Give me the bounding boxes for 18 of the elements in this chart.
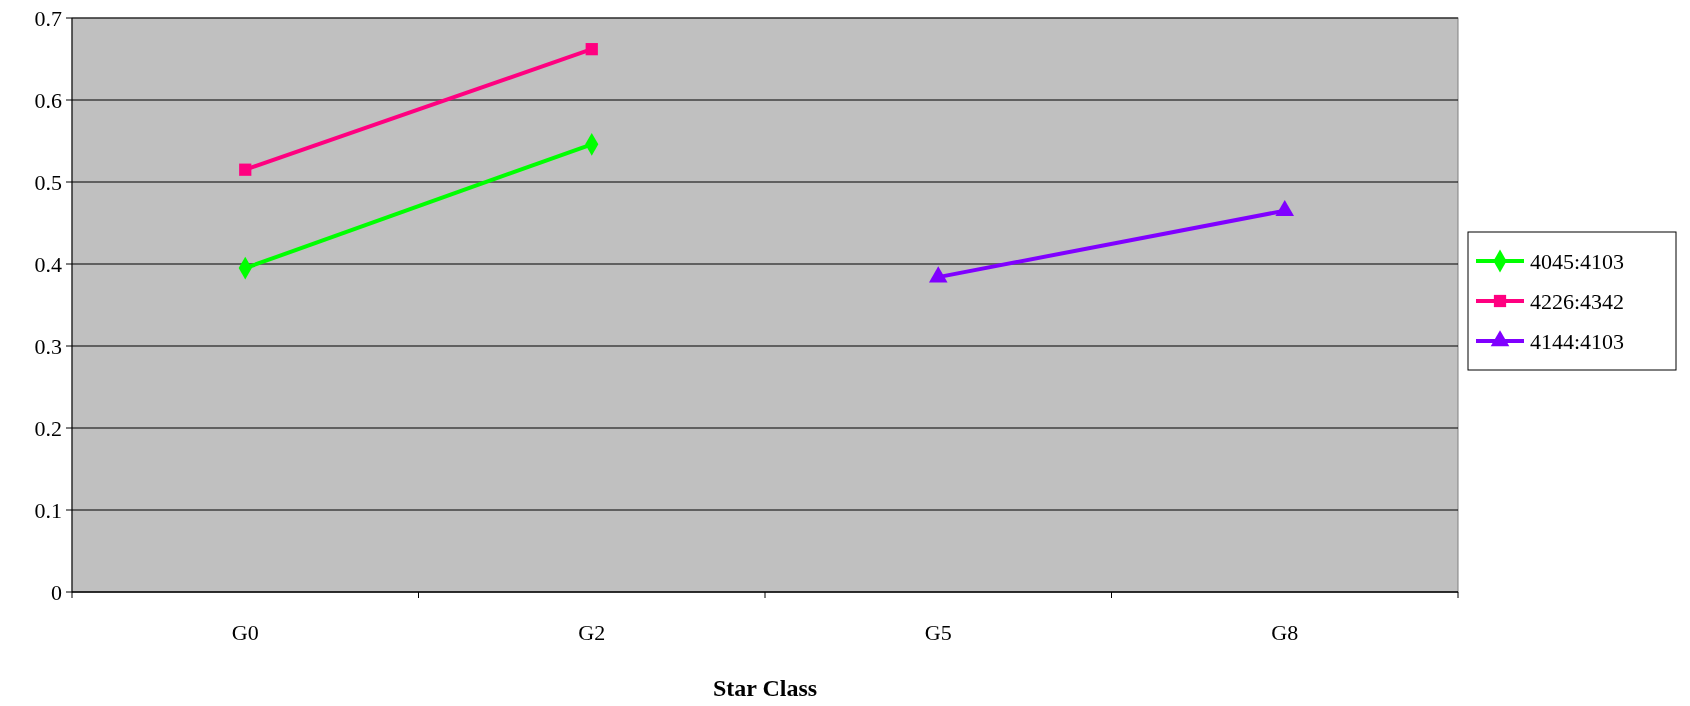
y-tick-label: 0.4: [34, 251, 62, 277]
y-tick-label: 0.7: [34, 5, 62, 31]
legend-label: 4045:4103: [1530, 248, 1625, 274]
point: [239, 163, 252, 176]
legend-label: 4226:4342: [1530, 288, 1625, 314]
legend-label: 4144:4103: [1530, 328, 1625, 354]
x-axis-title: Star Class: [712, 675, 818, 701]
x-tick-label: G2: [578, 620, 606, 645]
y-tick-label: 0.3: [34, 333, 62, 359]
point: [585, 43, 598, 56]
y-tick-label: 0: [51, 579, 62, 605]
x-tick-label: G0: [231, 620, 259, 645]
y-tick-label: 0.6: [34, 87, 62, 113]
x-tick-label: G5: [924, 620, 952, 645]
x-tick-label: G8: [1271, 620, 1299, 645]
y-tick-label: 0.1: [34, 497, 62, 523]
y-tick-label: 0.5: [34, 169, 62, 195]
y-tick-label: 0.2: [34, 415, 62, 441]
